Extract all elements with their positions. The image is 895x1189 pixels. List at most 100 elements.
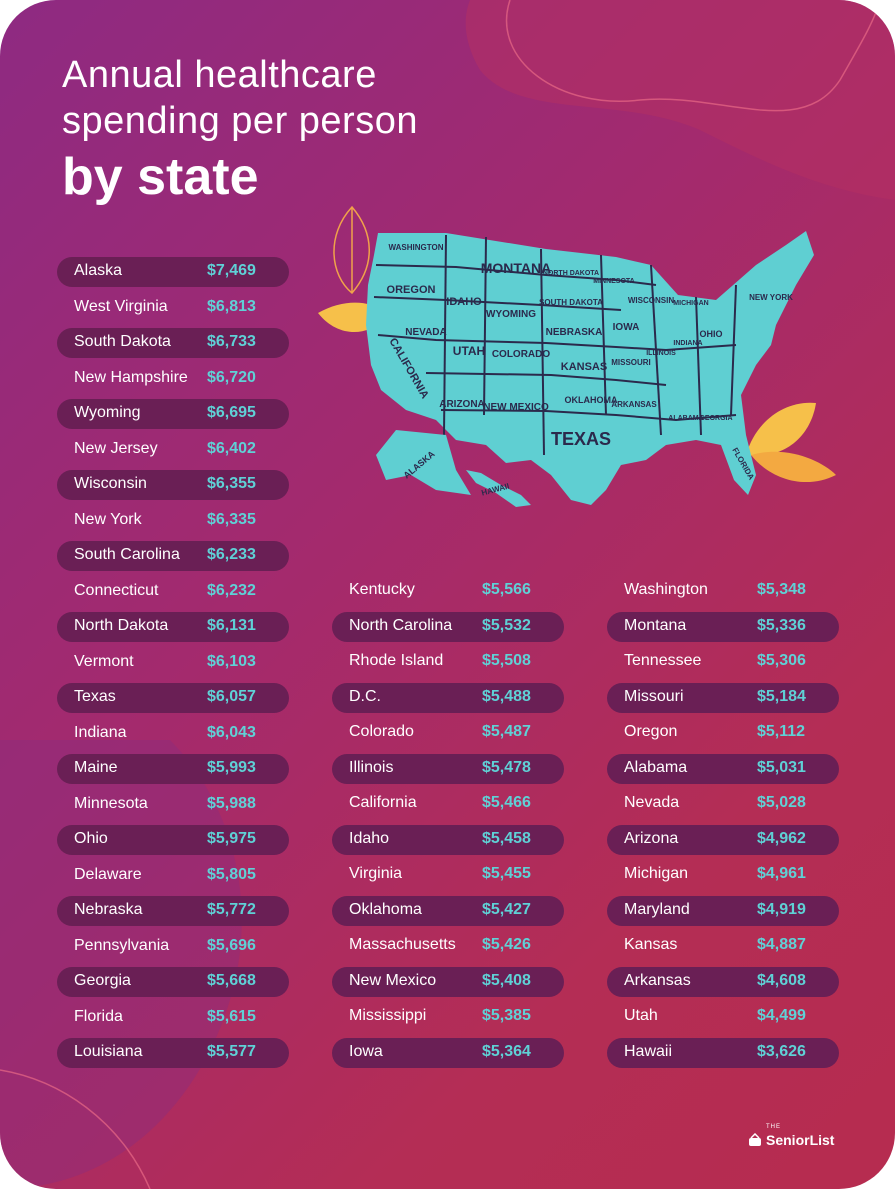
- state-name: Georgia: [74, 972, 131, 989]
- spending-value: $5,348: [757, 581, 806, 598]
- table-row: New Jersey $6,402: [57, 435, 289, 465]
- state-name: Alaska: [74, 262, 123, 279]
- state-name: Nebraska: [74, 901, 143, 918]
- spending-value: $6,131: [207, 617, 256, 634]
- logo-brand-text: SeniorList: [766, 1132, 835, 1148]
- map-label: NEW YORK: [749, 293, 793, 302]
- state-name: Ohio: [74, 830, 108, 847]
- spending-value: $4,608: [757, 972, 806, 989]
- map-label: ARKANSAS: [611, 400, 657, 409]
- table-row: Missouri $5,184: [607, 683, 839, 713]
- state-name: South Dakota: [74, 333, 171, 350]
- table-row: Maryland $4,919: [607, 896, 839, 926]
- table-row: Nevada $5,028: [607, 789, 839, 819]
- state-name: Florida: [74, 1008, 123, 1025]
- state-name: Hawaii: [624, 1043, 673, 1060]
- state-name: Tennessee: [624, 652, 702, 669]
- spending-value: $5,455: [482, 865, 531, 882]
- table-row: Delaware $5,805: [57, 861, 289, 891]
- table-row: Nebraska $5,772: [57, 896, 289, 926]
- spending-value: $6,402: [207, 440, 256, 457]
- spending-value: $5,028: [757, 794, 806, 811]
- table-row: New Hampshire $6,720: [57, 364, 289, 394]
- state-name: Oregon: [624, 723, 678, 740]
- table-row: North Dakota $6,131: [57, 612, 289, 642]
- state-name: Washington: [624, 581, 708, 598]
- table-row: Maine $5,993: [57, 754, 289, 784]
- map-label: WASHINGTON: [389, 243, 444, 252]
- map-label: MONTANA: [481, 260, 552, 276]
- spending-value: $6,720: [207, 369, 256, 386]
- state-name: South Carolina: [74, 546, 180, 563]
- spending-value: $5,306: [757, 652, 806, 669]
- state-name: North Dakota: [74, 617, 169, 634]
- spending-value: $5,532: [482, 617, 531, 634]
- table-row: Alaska $7,469: [57, 257, 289, 287]
- state-name: Idaho: [349, 830, 390, 847]
- state-name: Massachusetts: [349, 936, 456, 953]
- spending-value: $5,408: [482, 972, 531, 989]
- spending-value: $7,469: [207, 262, 256, 279]
- title-line-3: by state: [62, 148, 259, 206]
- map-label: OHIO: [699, 329, 722, 339]
- state-name: Maryland: [624, 901, 690, 918]
- state-name: New Hampshire: [74, 369, 188, 386]
- table-row: Georgia $5,668: [57, 967, 289, 997]
- table-row: Massachusetts $5,426: [332, 931, 564, 961]
- spending-value: $5,031: [757, 759, 806, 776]
- map-label: COLORADO: [492, 349, 551, 360]
- table-row: Arizona $4,962: [607, 825, 839, 855]
- spending-value: $5,336: [757, 617, 806, 634]
- table-row: Mississippi $5,385: [332, 1002, 564, 1032]
- spending-value: $5,478: [482, 759, 531, 776]
- map-label: MICHIGAN: [673, 300, 708, 307]
- map-label: ILLINOIS: [646, 350, 676, 357]
- spending-value: $6,695: [207, 404, 256, 421]
- spending-value: $5,975: [207, 830, 256, 847]
- spending-value: $6,043: [207, 724, 256, 741]
- us-states-map: WASHINGTON MONTANA NORTH DAKOTA MINNESOT…: [318, 205, 836, 507]
- spending-value: $5,426: [482, 936, 531, 953]
- state-name: Vermont: [74, 653, 134, 670]
- map-label: NEVADA: [405, 327, 446, 338]
- spending-value: $5,184: [757, 688, 806, 705]
- state-name: West Virginia: [74, 298, 168, 315]
- map-label: NEBRASKA: [546, 327, 603, 338]
- state-name: New York: [74, 511, 142, 528]
- table-row: Pennsylvania $5,696: [57, 932, 289, 962]
- map-label: MISSOURI: [611, 358, 651, 367]
- spending-value: $4,499: [757, 1007, 806, 1024]
- table-row: Texas $6,057: [57, 683, 289, 713]
- state-name: Kentucky: [349, 581, 415, 598]
- spending-value: $3,626: [757, 1043, 806, 1060]
- state-name: Colorado: [349, 723, 414, 740]
- spending-value: $5,696: [207, 937, 256, 954]
- map-label: TEXAS: [551, 429, 611, 449]
- us-mainland-shape: [366, 231, 814, 505]
- map-label: WISCONSIN: [628, 296, 674, 305]
- spending-value: $5,427: [482, 901, 531, 918]
- leaf-right-decoration-2: [751, 451, 836, 483]
- spending-value: $5,508: [482, 652, 531, 669]
- table-row: Arkansas $4,608: [607, 967, 839, 997]
- map-label: ARIZONA: [439, 399, 485, 410]
- table-row: Wyoming $6,695: [57, 399, 289, 429]
- spending-value: $6,232: [207, 582, 256, 599]
- alaska-shape: [376, 430, 471, 495]
- spending-value: $6,335: [207, 511, 256, 528]
- state-name: Michigan: [624, 865, 689, 882]
- state-name: Rhode Island: [349, 652, 444, 669]
- table-row: D.C. $5,488: [332, 683, 564, 713]
- table-row: Indiana $6,043: [57, 719, 289, 749]
- state-name: Arizona: [624, 830, 679, 847]
- table-row: New York $6,335: [57, 506, 289, 536]
- map-label: INDIANA: [673, 340, 702, 347]
- spending-value: $6,057: [207, 688, 256, 705]
- state-name: Kansas: [624, 936, 678, 953]
- spending-value: $5,668: [207, 972, 256, 989]
- state-name: Indiana: [74, 724, 127, 741]
- spending-value: $6,355: [207, 475, 256, 492]
- table-row: South Carolina $6,233: [57, 541, 289, 571]
- spending-value: $5,805: [207, 866, 256, 883]
